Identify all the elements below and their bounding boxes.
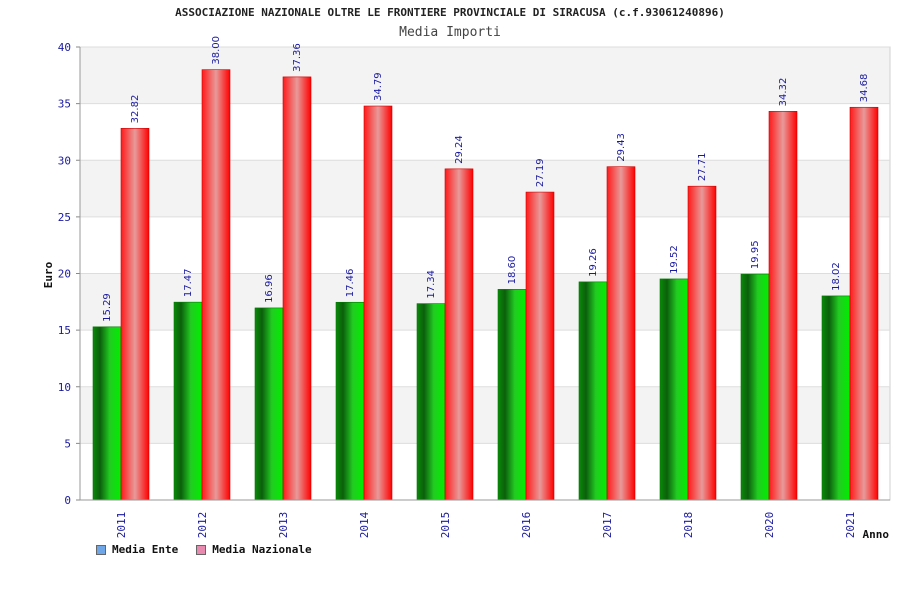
y-axis-label: Euro bbox=[42, 261, 55, 288]
legend-label-media-nazionale: Media Nazionale bbox=[212, 543, 312, 556]
y-tick-label: 20 bbox=[58, 268, 71, 281]
data-label-media-nazionale-2011: 32.82 bbox=[130, 95, 141, 124]
bar-media-nazionale-2016[interactable] bbox=[525, 191, 555, 501]
y-tick-label: 35 bbox=[58, 98, 71, 111]
y-tick-label: 10 bbox=[58, 381, 71, 394]
data-label-media-nazionale-2014: 34.79 bbox=[373, 72, 384, 101]
x-tick-label: 2013 bbox=[277, 512, 290, 539]
bar-media-ente-2015[interactable] bbox=[416, 303, 446, 501]
grid-band bbox=[80, 47, 890, 104]
x-tick-label: 2016 bbox=[520, 512, 533, 539]
x-tick-label: 2012 bbox=[196, 512, 209, 539]
grid-band bbox=[80, 216, 890, 274]
bar-media-ente-2018[interactable] bbox=[659, 278, 689, 501]
grid-band bbox=[80, 103, 890, 161]
data-label-media-ente-2016: 18.60 bbox=[507, 256, 518, 285]
legend-swatch-media-nazionale bbox=[196, 544, 207, 555]
data-label-media-nazionale-2015: 29.24 bbox=[454, 135, 465, 164]
data-label-media-nazionale-2017: 29.43 bbox=[616, 133, 627, 162]
data-label-media-nazionale-2018: 27.71 bbox=[697, 153, 708, 182]
bar-media-nazionale-2015[interactable] bbox=[444, 168, 474, 501]
y-tick-label: 40 bbox=[58, 41, 71, 54]
y-tick-label: 0 bbox=[64, 494, 71, 507]
data-label-media-ente-2017: 19.26 bbox=[588, 248, 599, 277]
y-tick-label: 15 bbox=[58, 324, 71, 337]
bar-media-nazionale-2020[interactable] bbox=[768, 111, 798, 501]
data-label-media-nazionale-2020: 34.32 bbox=[778, 78, 789, 107]
data-label-media-ente-2020: 19.95 bbox=[750, 240, 761, 269]
data-label-media-nazionale-2021: 34.68 bbox=[859, 74, 870, 103]
data-label-media-ente-2011: 15.29 bbox=[102, 293, 113, 322]
bar-media-nazionale-2018[interactable] bbox=[687, 185, 717, 501]
bar-media-ente-2011[interactable] bbox=[92, 326, 122, 501]
bar-media-nazionale-2012[interactable] bbox=[201, 69, 231, 501]
x-axis-label: Anno bbox=[863, 528, 890, 541]
data-label-media-ente-2013: 16.96 bbox=[264, 274, 275, 303]
x-tick-label: 2014 bbox=[358, 511, 371, 538]
x-tick-label: 2020 bbox=[763, 512, 776, 539]
x-tick-label: 2021 bbox=[844, 512, 857, 539]
data-label-media-ente-2012: 17.47 bbox=[183, 269, 194, 298]
legend-swatch-media-ente bbox=[96, 544, 106, 555]
chart-title: ASSOCIAZIONE NAZIONALE OLTRE LE FRONTIER… bbox=[175, 6, 725, 19]
data-label-media-ente-2014: 17.46 bbox=[345, 269, 356, 298]
bar-media-ente-2014[interactable] bbox=[335, 301, 365, 501]
x-tick-label: 2018 bbox=[682, 512, 695, 539]
legend-item-media-ente[interactable]: Media Ente bbox=[96, 543, 178, 556]
bar-media-nazionale-2014[interactable] bbox=[363, 105, 393, 501]
data-label-media-ente-2021: 18.02 bbox=[831, 262, 842, 291]
bar-media-ente-2016[interactable] bbox=[497, 289, 527, 501]
y-tick-label: 30 bbox=[58, 154, 71, 167]
data-label-media-nazionale-2013: 37.36 bbox=[292, 43, 303, 72]
legend-item-media-nazionale[interactable]: Media Nazionale bbox=[196, 543, 312, 556]
data-label-media-ente-2015: 17.34 bbox=[426, 270, 437, 299]
legend-label-media-ente: Media Ente bbox=[112, 543, 179, 556]
y-tick-label: 25 bbox=[58, 211, 71, 224]
chart-legend: Media Ente Media Nazionale bbox=[96, 543, 312, 556]
bar-media-ente-2017[interactable] bbox=[578, 281, 608, 501]
bar-media-nazionale-2021[interactable] bbox=[849, 106, 879, 501]
data-label-media-nazionale-2016: 27.19 bbox=[535, 158, 546, 187]
x-tick-label: 2015 bbox=[439, 512, 452, 539]
chart-subtitle: Media Importi bbox=[399, 25, 501, 40]
bar-media-ente-2012[interactable] bbox=[173, 301, 203, 501]
x-tick-label: 2011 bbox=[115, 512, 128, 539]
bar-media-nazionale-2011[interactable] bbox=[120, 128, 150, 501]
bar-media-ente-2020[interactable] bbox=[740, 273, 770, 501]
bar-media-ente-2021[interactable] bbox=[821, 295, 851, 501]
bar-media-nazionale-2013[interactable] bbox=[282, 76, 312, 501]
data-label-media-nazionale-2012: 38.00 bbox=[211, 36, 222, 65]
y-tick-label: 5 bbox=[64, 437, 71, 450]
bar-media-nazionale-2017[interactable] bbox=[606, 166, 636, 501]
bar-media-ente-2013[interactable] bbox=[254, 307, 284, 501]
grid-band bbox=[80, 160, 890, 217]
x-tick-label: 2017 bbox=[601, 512, 614, 539]
data-label-media-ente-2018: 19.52 bbox=[669, 245, 680, 274]
